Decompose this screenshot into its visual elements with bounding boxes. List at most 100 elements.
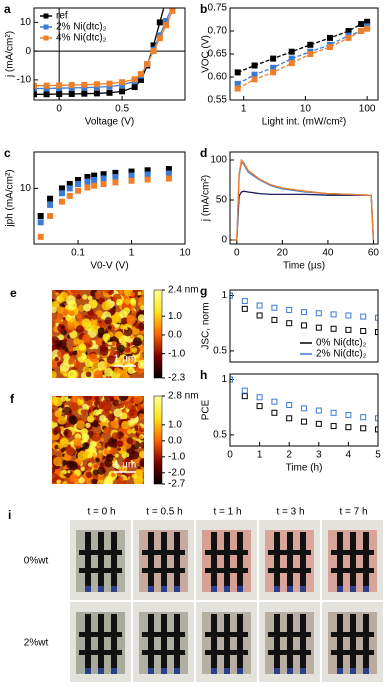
legend-marker [43, 13, 49, 19]
colorbar-label: 0.0 [168, 435, 182, 446]
afm-grain [123, 356, 127, 360]
y-tick-label: 1 [221, 374, 227, 385]
x-tick-label: 0.1 [71, 248, 85, 259]
marker [112, 179, 119, 186]
x-tick-label: 3 [316, 450, 322, 461]
afm-grain [87, 295, 93, 301]
stripe-tip [363, 668, 369, 674]
afm-grain [56, 306, 64, 314]
afm-grain [100, 315, 105, 320]
series-line [237, 21, 368, 74]
afm-grain [106, 446, 111, 451]
afm-grain [95, 457, 100, 463]
afm-grain [101, 340, 105, 344]
stripe-tip [85, 668, 91, 674]
afm-grain [76, 313, 82, 319]
afm-grain [67, 322, 76, 330]
afm-grain [106, 355, 116, 365]
legend-label: 4% Ni(dtc)₂ [56, 33, 107, 44]
x-tick-label: 10 [300, 104, 312, 115]
marker [68, 82, 75, 89]
x-tick-label: 5 [375, 450, 381, 461]
marker [66, 192, 73, 199]
panel-letter: h [200, 368, 207, 382]
y-tick-label: -10 [17, 75, 32, 86]
marker [271, 316, 278, 323]
marker [301, 405, 307, 412]
afm-grain [97, 332, 103, 338]
afm-grain [52, 306, 57, 313]
marker [315, 407, 322, 414]
marker [34, 82, 37, 89]
colorbar-label: -2.0 [168, 467, 186, 478]
afm-grain [52, 336, 59, 344]
scale-bar-label: 1 µm [114, 460, 136, 471]
afm-grain [62, 406, 72, 416]
afm-grain [95, 293, 100, 297]
afm-grain [81, 433, 90, 442]
marker [375, 314, 378, 321]
marker [330, 311, 337, 318]
afm-grain [63, 353, 70, 361]
afm-grain [112, 399, 120, 407]
afm-grain [112, 461, 119, 468]
afm-grain [80, 466, 85, 471]
afm-grain [126, 315, 136, 325]
afm-grain [115, 342, 121, 348]
afm-grain [87, 462, 93, 467]
afm-grain [133, 396, 142, 405]
y-tick-label: 0.70 [208, 26, 228, 37]
afm-grain [70, 290, 75, 294]
afm-grain [124, 346, 131, 353]
afm-grain [95, 338, 104, 346]
marker [301, 322, 307, 329]
afm-grain [118, 427, 123, 432]
marker [256, 302, 263, 309]
marker [128, 177, 135, 184]
afm-grain [82, 334, 91, 343]
afm-grain [113, 408, 123, 417]
y-tick-label: 1 [221, 290, 227, 301]
stripe-tip [337, 586, 343, 592]
afm-grain [124, 298, 131, 305]
marker [286, 320, 293, 327]
colorbar-label: 1.0 [168, 419, 182, 430]
legend-label: 2% Ni(dtc)₂ [316, 349, 367, 360]
axes-frame [229, 151, 379, 245]
marker [93, 90, 100, 97]
afm-grain [122, 307, 131, 315]
afm-grain [139, 458, 144, 467]
afm-grain [97, 479, 105, 484]
marker [241, 393, 248, 400]
afm-grain [122, 476, 127, 481]
afm-grain [62, 316, 66, 321]
afm-grain [111, 432, 120, 440]
afm-grain [58, 291, 69, 302]
afm-grain [108, 341, 113, 346]
afm-grain [78, 477, 85, 484]
marker [326, 44, 333, 51]
x-tick-label: 60 [368, 248, 380, 259]
afm-grain [95, 310, 104, 318]
marker [375, 426, 378, 433]
marker [75, 181, 82, 188]
axes-frame [229, 7, 379, 101]
x-tick-label: 40 [322, 248, 334, 259]
afm-grain [121, 355, 130, 364]
plot-area [37, 166, 172, 240]
marker [230, 376, 233, 383]
marker [271, 304, 278, 311]
x-tick-label: 1 [129, 248, 135, 259]
afm-grain [57, 415, 67, 425]
marker [241, 298, 248, 305]
afm-grain [60, 302, 65, 308]
axes-frame [33, 7, 186, 101]
stripe [287, 532, 293, 592]
stripe [174, 532, 180, 592]
afm-grain [85, 371, 92, 378]
afm-grain [137, 466, 141, 470]
afm-grain [87, 409, 92, 414]
afm-grain [102, 374, 107, 378]
marker [345, 424, 352, 431]
stripe [148, 532, 154, 592]
